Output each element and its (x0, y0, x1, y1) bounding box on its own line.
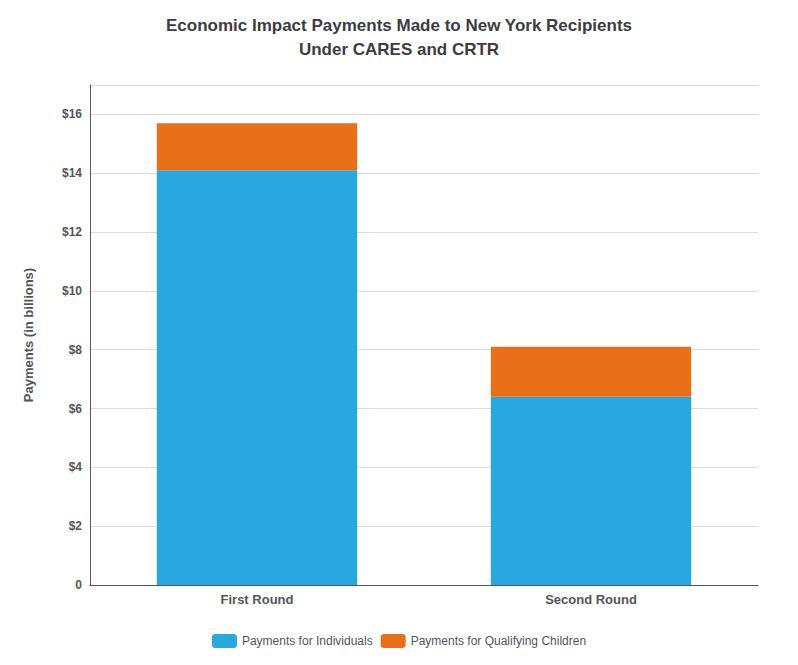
svg-text:$8: $8 (69, 343, 83, 357)
svg-text:$14: $14 (62, 166, 82, 180)
svg-text:Payments for Qualifying Childr: Payments for Qualifying Children (411, 634, 586, 648)
svg-text:Payments (in billions): Payments (in billions) (21, 268, 36, 402)
svg-text:$10: $10 (62, 284, 82, 298)
svg-text:First Round: First Round (221, 592, 294, 607)
svg-text:$6: $6 (69, 402, 83, 416)
svg-text:Under CARES and CRTR: Under CARES and CRTR (299, 40, 499, 59)
svg-text:$4: $4 (69, 460, 83, 474)
svg-text:Second Round: Second Round (545, 592, 637, 607)
svg-text:$16: $16 (62, 107, 82, 121)
svg-text:$12: $12 (62, 225, 82, 239)
svg-text:Economic Impact Payments Made: Economic Impact Payments Made to New Yor… (166, 16, 632, 35)
svg-text:0: 0 (75, 578, 82, 592)
svg-text:$2: $2 (69, 519, 83, 533)
svg-text:Payments for Individuals: Payments for Individuals (242, 634, 373, 648)
